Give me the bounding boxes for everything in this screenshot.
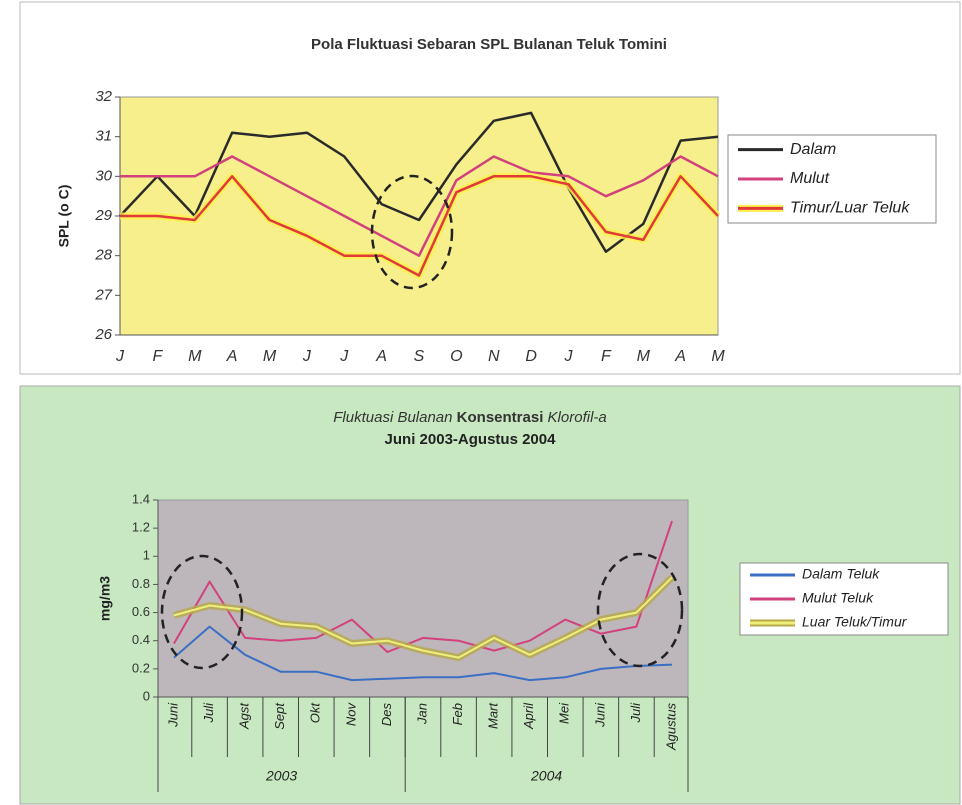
x-tick-label: F (152, 348, 163, 365)
x-tick-label: J (339, 348, 349, 365)
legend-label: Mulut (790, 170, 830, 187)
year-label: 2003 (265, 768, 297, 784)
x-tick-label: D (525, 348, 537, 365)
y-tick-label: 0.2 (132, 660, 150, 675)
x-tick-label: O (450, 348, 462, 365)
y-tick-label: 0 (143, 688, 150, 703)
x-tick-label: M (711, 348, 725, 365)
legend-label: Dalam Teluk (802, 566, 880, 582)
x-tick-label: M (188, 348, 202, 365)
y-axis-label: mg/m3 (97, 576, 113, 621)
x-tick-label: M (263, 348, 277, 365)
chart-title: Pola Fluktuasi Sebaran SPL Bulanan Teluk… (311, 36, 667, 53)
highlight-ellipse (160, 554, 244, 670)
title-part: Klorofil-a (548, 409, 607, 426)
y-tick-label: 28 (94, 247, 112, 264)
x-tick-label: April (521, 702, 536, 730)
x-tick-label: Okt (308, 702, 323, 724)
chart-title: Fluktuasi Bulanan Konsentrasi Klorofil-a (333, 409, 606, 426)
x-tick-label: Juli (628, 702, 643, 724)
y-tick-label: 26 (94, 326, 112, 343)
y-tick-label: 32 (95, 88, 112, 105)
plot-area (119, 96, 719, 336)
year-label: 2004 (530, 768, 562, 784)
title-part: Konsentrasi (457, 409, 544, 426)
x-tick-label: Nov (343, 702, 358, 727)
series-line (173, 625, 673, 682)
chart-subtitle: Juni 2003-Agustus 2004 (385, 431, 557, 448)
series-line (120, 175, 719, 277)
x-tick-label: Juni (592, 702, 607, 728)
x-tick-label: Agst (237, 702, 252, 730)
y-tick-label: 1 (143, 548, 150, 563)
legend-label: Luar Teluk/Timur (802, 614, 908, 630)
title-part: Fluktuasi Bulanan (333, 409, 452, 426)
y-tick-label: 29 (94, 207, 112, 224)
legend-label: Timur/Luar Teluk (790, 200, 910, 217)
x-tick-label: Agustus (663, 703, 678, 751)
legend-label: Mulut Teluk (802, 590, 874, 606)
x-tick-label: Jan (414, 703, 429, 725)
legend-label: Dalam (790, 141, 836, 158)
x-tick-label: F (601, 348, 612, 365)
series-line (119, 111, 719, 253)
x-tick-label: Juni (165, 702, 180, 728)
x-tick-label: A (375, 348, 387, 365)
y-tick-label: 0.8 (132, 576, 150, 591)
x-tick-label: Des (379, 703, 394, 727)
y-tick-label: 1.4 (132, 491, 150, 506)
x-tick-label: S (414, 348, 425, 365)
series-line (120, 155, 719, 257)
x-tick-label: Sept (272, 702, 287, 730)
x-tick-label: A (226, 348, 238, 365)
x-tick-label: J (302, 348, 312, 365)
highlight-ellipse (596, 552, 684, 668)
y-axis-label: SPL (o C) (56, 185, 72, 248)
y-tick-label: 27 (94, 286, 112, 303)
x-tick-label: A (674, 348, 686, 365)
highlight-ellipse (370, 174, 454, 290)
y-tick-label: 0.4 (132, 632, 150, 647)
y-tick-label: 1.2 (132, 520, 150, 535)
series-line (173, 576, 673, 659)
y-tick-label: 0.6 (132, 604, 150, 619)
x-tick-label: Juli (201, 702, 216, 724)
x-tick-label: M (637, 348, 651, 365)
x-tick-label: Mart (486, 702, 501, 729)
x-tick-label: Feb (450, 703, 465, 725)
x-tick-label: J (115, 348, 125, 365)
y-tick-label: 30 (95, 167, 112, 184)
x-tick-label: Mei (557, 702, 572, 724)
y-tick-label: 31 (95, 128, 112, 145)
x-tick-label: J (564, 348, 574, 365)
x-tick-label: N (488, 348, 500, 365)
